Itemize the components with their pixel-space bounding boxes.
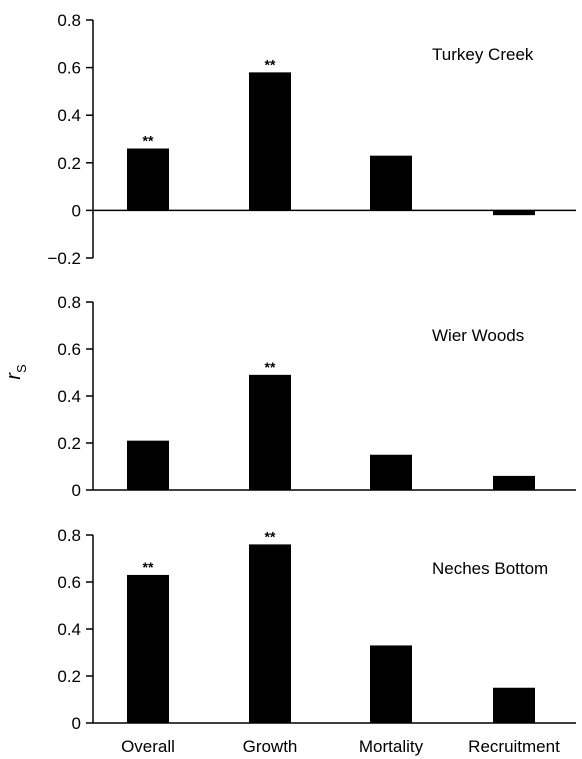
bar xyxy=(370,155,412,211)
chart-panels: 0.80.60.40.20−0.2****Turkey Creek0.80.60… xyxy=(47,11,576,733)
y-tick-label: 0.6 xyxy=(57,573,81,592)
bar xyxy=(493,475,535,490)
bar xyxy=(370,454,412,490)
y-tick-label: 0 xyxy=(72,481,81,500)
chart-panel: 0.8 0.6 0.4 0.2 0 −0.2 ** ** Turkey Creek xyxy=(47,11,576,268)
significance-marker: ** xyxy=(265,528,276,544)
bar xyxy=(127,440,169,490)
y-tick-label: 0.8 xyxy=(57,11,81,30)
x-category-labels: Overall Growth Mortality Recruitment xyxy=(121,737,560,756)
y-tick-label: 0.8 xyxy=(57,526,81,545)
x-category-label: Overall xyxy=(121,737,175,756)
panel-title: Wier Woods xyxy=(432,326,524,345)
y-tick-label: 0.6 xyxy=(57,340,81,359)
y-tick-label: −0.2 xyxy=(47,249,81,268)
y-tick-label: 0.4 xyxy=(57,106,81,125)
y-tick-label: 0.4 xyxy=(57,620,81,639)
x-category-label: Recruitment xyxy=(468,737,560,756)
panel-title: Turkey Creek xyxy=(432,45,534,64)
y-tick-label: 0 xyxy=(72,201,81,220)
x-category-label: Growth xyxy=(243,737,298,756)
bar xyxy=(249,72,291,211)
chart-panel: 0.8 0.6 0.4 0.2 0 ** ** Neches Bottom xyxy=(57,526,576,733)
y-tick-label: 0.4 xyxy=(57,387,81,406)
significance-marker: ** xyxy=(265,359,276,375)
bar xyxy=(127,148,169,211)
significance-marker: ** xyxy=(143,559,154,575)
bar xyxy=(493,210,535,216)
panel-title: Neches Bottom xyxy=(432,559,548,578)
chart-panel: 0.8 0.6 0.4 0.2 0 ** Wier Woods xyxy=(57,293,576,500)
y-tick-label: 0 xyxy=(72,714,81,733)
significance-marker: ** xyxy=(143,133,154,149)
x-category-label: Mortality xyxy=(359,737,424,756)
bar xyxy=(370,645,412,723)
bar xyxy=(249,374,291,490)
y-tick-label: 0.2 xyxy=(57,434,81,453)
y-tick-label: 0.8 xyxy=(57,293,81,312)
y-tick-label: 0.2 xyxy=(57,667,81,686)
y-tick-label: 0.6 xyxy=(57,59,81,78)
y-tick-label: 0.2 xyxy=(57,154,81,173)
bar xyxy=(127,574,169,723)
significance-marker: ** xyxy=(265,56,276,72)
bar xyxy=(493,687,535,723)
bar xyxy=(249,544,291,723)
y-axis-label: rS xyxy=(3,364,29,380)
